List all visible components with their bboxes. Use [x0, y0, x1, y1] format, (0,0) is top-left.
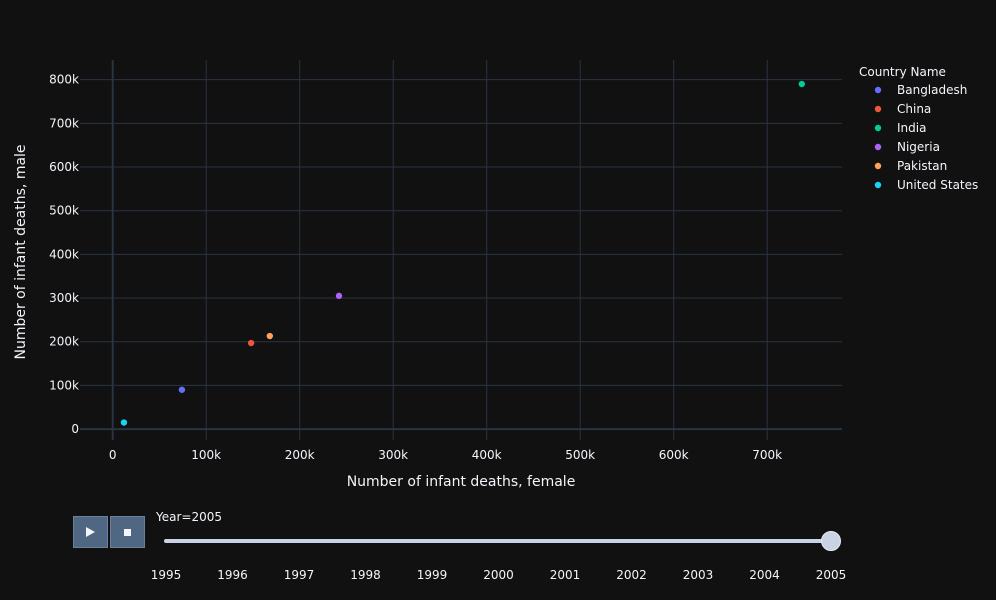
legend-marker	[874, 143, 882, 151]
legend-label: Bangladesh	[897, 83, 967, 97]
data-point-pakistan[interactable]	[266, 332, 273, 340]
y-tick-label: 400k	[49, 247, 79, 261]
slider-tick-1997[interactable]: 1997	[284, 568, 315, 582]
stop-icon	[124, 528, 131, 536]
legend-title: Country Name	[859, 65, 946, 79]
y-tick-label: 800k	[49, 73, 79, 87]
legend-marker	[874, 124, 882, 132]
legend-label: China	[897, 102, 931, 116]
legend-item-nigeria[interactable]: Nigeria	[874, 140, 940, 154]
legend-item-india[interactable]: India	[874, 121, 927, 135]
legend-item-china[interactable]: China	[874, 102, 931, 116]
slider-tick-1996[interactable]: 1996	[217, 568, 248, 582]
legend-label: India	[897, 121, 926, 135]
y-tick-label: 600k	[49, 160, 79, 174]
x-tick-labels: 0 100k 200k 300k 400k 500k 600k 700k	[109, 448, 782, 462]
legend-marker	[874, 162, 882, 170]
data-points	[120, 80, 805, 426]
x-tick-label: 500k	[565, 448, 595, 462]
y-tick-label: 0	[71, 422, 79, 436]
y-tick-label: 700k	[49, 116, 79, 130]
legend-marker	[874, 181, 882, 189]
slider-track[interactable]	[164, 539, 832, 543]
y-tick-label: 200k	[49, 335, 79, 349]
slider-tick-2001[interactable]: 2001	[550, 568, 581, 582]
legend-item-united-states[interactable]: United States	[874, 178, 978, 192]
y-tick-label: 100k	[49, 378, 79, 392]
slider-tick-2003[interactable]: 2003	[683, 568, 714, 582]
slider-tick-1999[interactable]: 1999	[417, 568, 448, 582]
data-point-united-states[interactable]	[120, 419, 128, 426]
legend-item-bangladesh[interactable]: Bangladesh	[874, 83, 968, 97]
x-tick-label: 100k	[191, 448, 221, 462]
play-button[interactable]	[73, 516, 108, 548]
slider-tick-1998[interactable]: 1998	[350, 568, 381, 582]
legend-label: Pakistan	[897, 159, 947, 173]
legend-item-pakistan[interactable]: Pakistan	[874, 159, 947, 173]
slider-tick-2000[interactable]: 2000	[483, 568, 514, 582]
slider-tick-2005[interactable]: 2005	[816, 568, 847, 582]
gridlines	[80, 60, 842, 440]
x-tick-label: 300k	[378, 448, 408, 462]
x-tick-label: 200k	[285, 448, 315, 462]
stop-button[interactable]	[110, 516, 145, 548]
legend-label: Nigeria	[897, 140, 940, 154]
slider-tick-labels: 1995 1996 1997 1998 1999 2000 2001 2002 2003 2004…	[151, 568, 847, 582]
slider-tick-2004[interactable]: 2004	[749, 568, 780, 582]
legend-label: United States	[897, 178, 978, 192]
y-tick-label: 300k	[49, 291, 79, 305]
data-point-india[interactable]	[798, 80, 805, 88]
legend-marker	[874, 105, 882, 113]
data-point-bangladesh[interactable]	[178, 386, 186, 393]
x-axis-title: Number of infant deaths, female	[347, 474, 576, 490]
data-point-china[interactable]	[247, 339, 255, 347]
y-axis-title: Number of infant deaths, male	[13, 144, 29, 359]
x-tick-label: 700k	[752, 448, 782, 462]
slider-tick-1995[interactable]: 1995	[151, 568, 182, 582]
y-tick-label: 500k	[49, 204, 79, 218]
play-icon	[86, 527, 95, 537]
slider-current-value: Year=2005	[156, 510, 222, 524]
data-point-nigeria[interactable]	[335, 292, 343, 300]
y-tick-labels: 0 100k 200k 300k 400k 500k 600k 700k 800k	[49, 73, 79, 436]
legend-marker	[874, 86, 882, 94]
slider-handle[interactable]	[821, 531, 841, 551]
slider-tick-2002[interactable]: 2002	[616, 568, 647, 582]
legend: Country Name Bangladesh China India Nigeria…	[859, 65, 978, 192]
x-tick-label: 600k	[659, 448, 689, 462]
x-tick-label: 0	[109, 448, 117, 462]
x-tick-label: 400k	[472, 448, 502, 462]
